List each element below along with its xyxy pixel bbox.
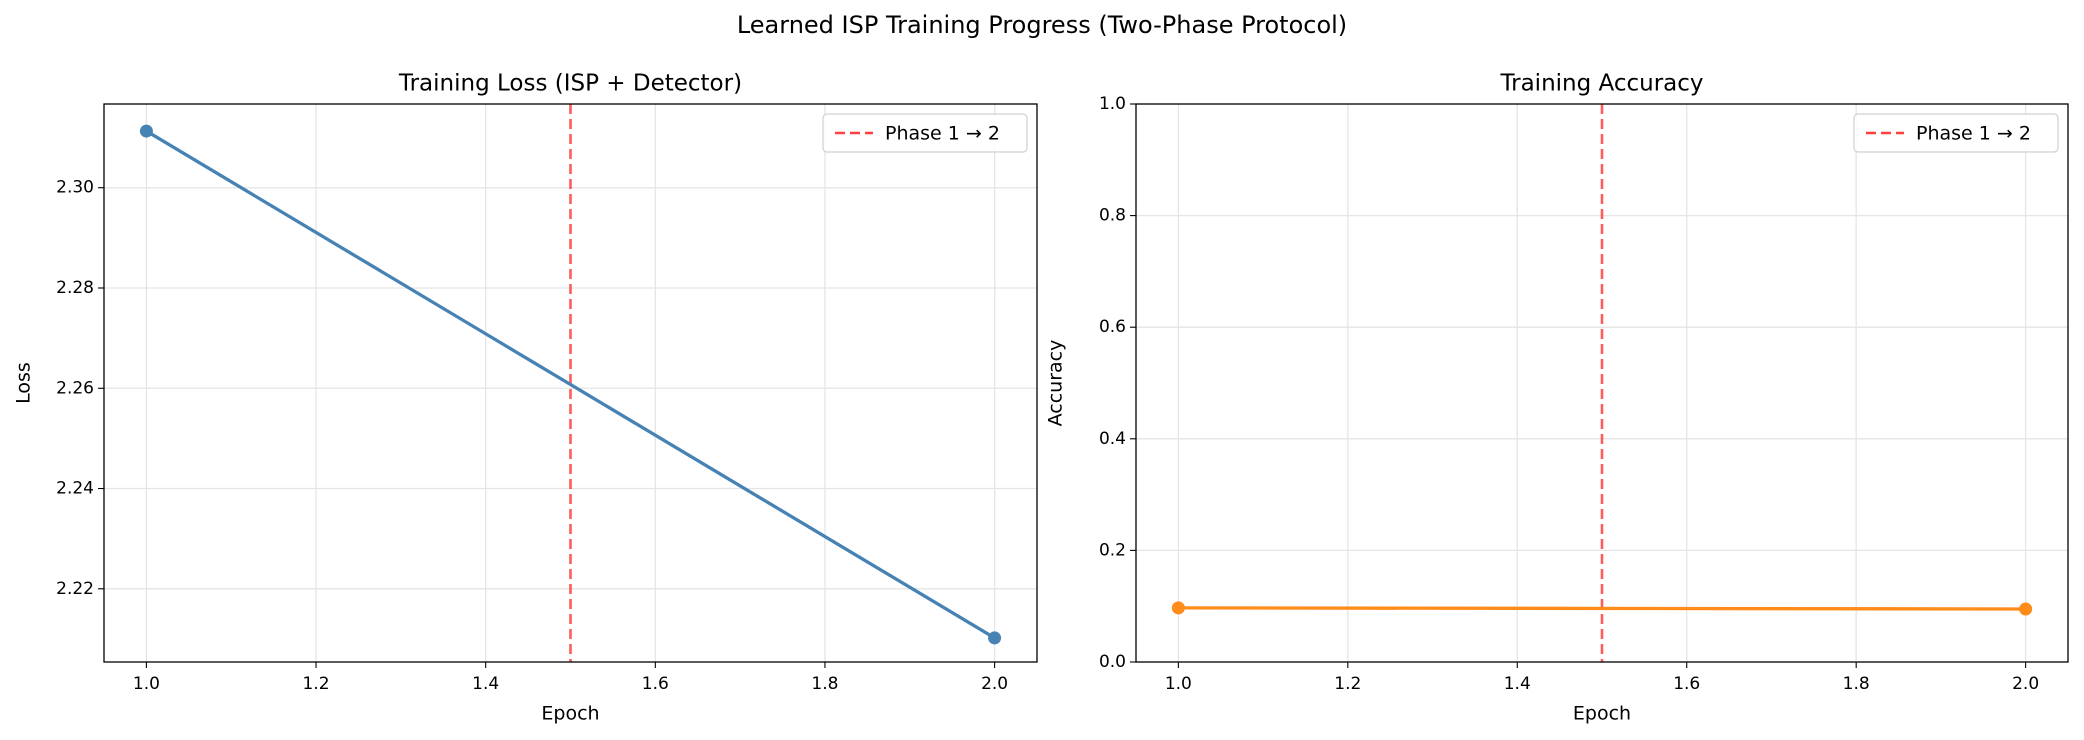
- point: [139, 124, 153, 138]
- x-tick-label: 1.2: [1334, 674, 1361, 694]
- legend-label: Phase 1 → 2: [1916, 123, 2031, 145]
- x-tick-label: 1.4: [472, 674, 499, 694]
- x-tick-label: 1.0: [1165, 674, 1192, 694]
- y-tick-label: 2.28: [56, 278, 94, 298]
- y-tick-label: 0.2: [1099, 540, 1126, 560]
- y-tick-label: 0.6: [1099, 317, 1126, 337]
- x-axis-label: Epoch: [1573, 703, 1631, 725]
- plot-frame: [1135, 103, 2069, 663]
- point: [1171, 601, 1185, 615]
- y-tick-label: 0.8: [1099, 206, 1126, 226]
- chart-title: Training Accuracy: [1499, 71, 1703, 97]
- series-line: [1178, 606, 2026, 611]
- series-line: [145, 129, 996, 640]
- y-axis-label: Loss: [13, 362, 35, 404]
- point: [988, 631, 1002, 645]
- y-tick-label: 1.0: [1099, 94, 1126, 114]
- x-tick-label: 2.0: [981, 674, 1008, 694]
- y-tick-label: 2.26: [56, 378, 94, 398]
- legend-box: [1853, 113, 2059, 153]
- y-tick-label: 2.30: [56, 178, 94, 198]
- legend-label: Phase 1 → 2: [885, 123, 1000, 145]
- x-tick-label: 1.4: [1504, 674, 1531, 694]
- x-tick-label: 1.6: [1673, 674, 1700, 694]
- x-tick-label: 2.0: [2012, 674, 2039, 694]
- x-tick-label: 1.8: [1843, 674, 1870, 694]
- figure-title: Learned ISP Training Progress (Two-Phase…: [737, 11, 1347, 39]
- plot-frame: [103, 103, 1038, 663]
- x-tick-label: 1.6: [642, 674, 669, 694]
- x-tick-label: 1.8: [811, 674, 838, 694]
- legend-box: [822, 113, 1028, 153]
- x-axis-label: Epoch: [541, 703, 599, 725]
- y-tick-label: 2.22: [56, 579, 94, 599]
- point: [2019, 602, 2033, 616]
- x-tick-label: 1.0: [133, 674, 160, 694]
- y-tick-label: 2.24: [56, 479, 94, 499]
- y-axis-label: Accuracy: [1045, 340, 1067, 427]
- x-tick-label: 1.2: [303, 674, 330, 694]
- chart-title: Training Loss (ISP + Detector): [398, 71, 742, 97]
- y-tick-label: 0.4: [1099, 429, 1126, 449]
- y-tick-label: 0.0: [1099, 652, 1126, 672]
